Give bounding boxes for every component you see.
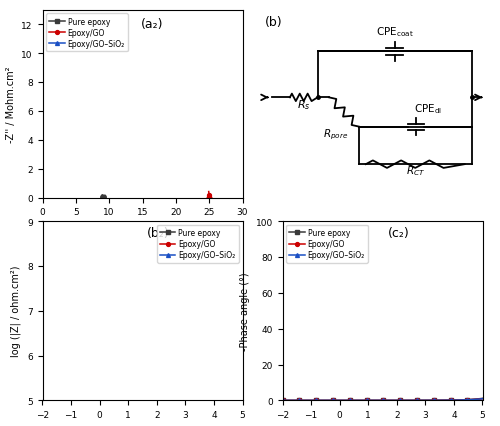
Epoxy/GO [390,398,396,403]
Epoxy/GO [206,192,212,197]
Line: Epoxy/GO: Epoxy/GO [207,190,212,200]
X-axis label: log (Frequency / Hz): log (Frequency / Hz) [94,425,192,426]
Epoxy/GO–SiO₂ [390,398,396,403]
Line: Epoxy/GO–SiO₂: Epoxy/GO–SiO₂ [293,187,298,200]
Text: $R_{CT}$: $R_{CT}$ [406,164,425,178]
Legend: Pure epoxy, Epoxy/GO, Epoxy/GO–SiO₂: Pure epoxy, Epoxy/GO, Epoxy/GO–SiO₂ [46,14,128,52]
Epoxy/GO–SiO₂ [293,195,299,200]
Pure epoxy [100,196,106,201]
Text: (c₂): (c₂) [388,227,409,240]
Text: $\mathregular{CPE_{dl}}$: $\mathregular{CPE_{dl}}$ [414,102,442,116]
Legend: Pure epoxy, Epoxy/GO, Epoxy/GO–SiO₂: Pure epoxy, Epoxy/GO, Epoxy/GO–SiO₂ [286,225,368,263]
Epoxy/GO–SiO₂ [293,196,299,201]
Pure epoxy [100,193,105,198]
X-axis label: Z' / Mohm.cm²: Z' / Mohm.cm² [107,222,178,232]
Epoxy/GO [206,196,212,201]
Epoxy/GO [473,397,479,402]
Epoxy/GO [206,196,212,201]
Y-axis label: log (|Z| / ohm.cm²): log (|Z| / ohm.cm²) [11,265,22,357]
Text: $\mathregular{CPE_{coat}}$: $\mathregular{CPE_{coat}}$ [376,25,414,39]
Line: Epoxy/GO–SiO₂: Epoxy/GO–SiO₂ [280,397,484,403]
Epoxy/GO–SiO₂ [438,398,444,403]
Epoxy/GO–SiO₂ [292,187,298,192]
Line: Pure epoxy: Pure epoxy [100,193,105,200]
Pure epoxy [100,194,105,199]
Pure epoxy [100,196,106,201]
Epoxy/GO [480,396,486,401]
Epoxy/GO–SiO₂ [293,196,299,201]
X-axis label: log (Frequency / Hz): log (Frequency / Hz) [334,425,432,426]
Epoxy/GO [206,195,212,200]
Y-axis label: -Z'' / Mohm.cm²: -Z'' / Mohm.cm² [6,66,16,143]
Pure epoxy [100,196,106,201]
Epoxy/GO [334,398,340,403]
Text: $R_s$: $R_s$ [297,98,310,111]
Epoxy/GO [206,196,212,201]
Text: $R_{pore}$: $R_{pore}$ [323,127,348,141]
Epoxy/GO–SiO₂ [322,398,328,403]
Epoxy/GO–SiO₂ [293,196,299,201]
Epoxy/GO [438,398,444,403]
Epoxy/GO [206,190,212,195]
Epoxy/GO–SiO₂ [418,398,424,403]
Epoxy/GO [322,398,328,403]
Text: (b₂): (b₂) [147,227,170,240]
Y-axis label: -Phase angle (°): -Phase angle (°) [240,272,250,350]
Pure epoxy [390,398,396,403]
Epoxy/GO–SiO₂ [292,190,298,195]
Epoxy/GO–SiO₂ [293,196,299,201]
Pure epoxy [100,196,106,201]
Legend: Pure epoxy, Epoxy/GO, Epoxy/GO–SiO₂: Pure epoxy, Epoxy/GO, Epoxy/GO–SiO₂ [157,225,238,263]
Line: Epoxy/GO: Epoxy/GO [280,397,484,403]
Pure epoxy [334,398,340,403]
Pure epoxy [100,196,106,201]
Epoxy/GO–SiO₂ [480,396,486,401]
Epoxy/GO–SiO₂ [334,398,340,403]
Epoxy/GO [280,398,285,403]
Pure epoxy [418,398,424,403]
Text: (a₂): (a₂) [142,18,164,31]
Pure epoxy [100,196,106,201]
Text: (b): (b) [264,16,282,29]
Pure epoxy [280,398,285,403]
Epoxy/GO–SiO₂ [473,397,479,402]
Pure epoxy [473,397,479,402]
Pure epoxy [480,396,486,401]
Epoxy/GO [418,398,424,403]
Epoxy/GO [206,196,212,201]
Epoxy/GO–SiO₂ [280,398,285,403]
Epoxy/GO–SiO₂ [293,196,299,201]
Line: Pure epoxy: Pure epoxy [280,397,484,403]
Epoxy/GO [206,196,212,201]
Pure epoxy [438,398,444,403]
Pure epoxy [322,398,328,403]
